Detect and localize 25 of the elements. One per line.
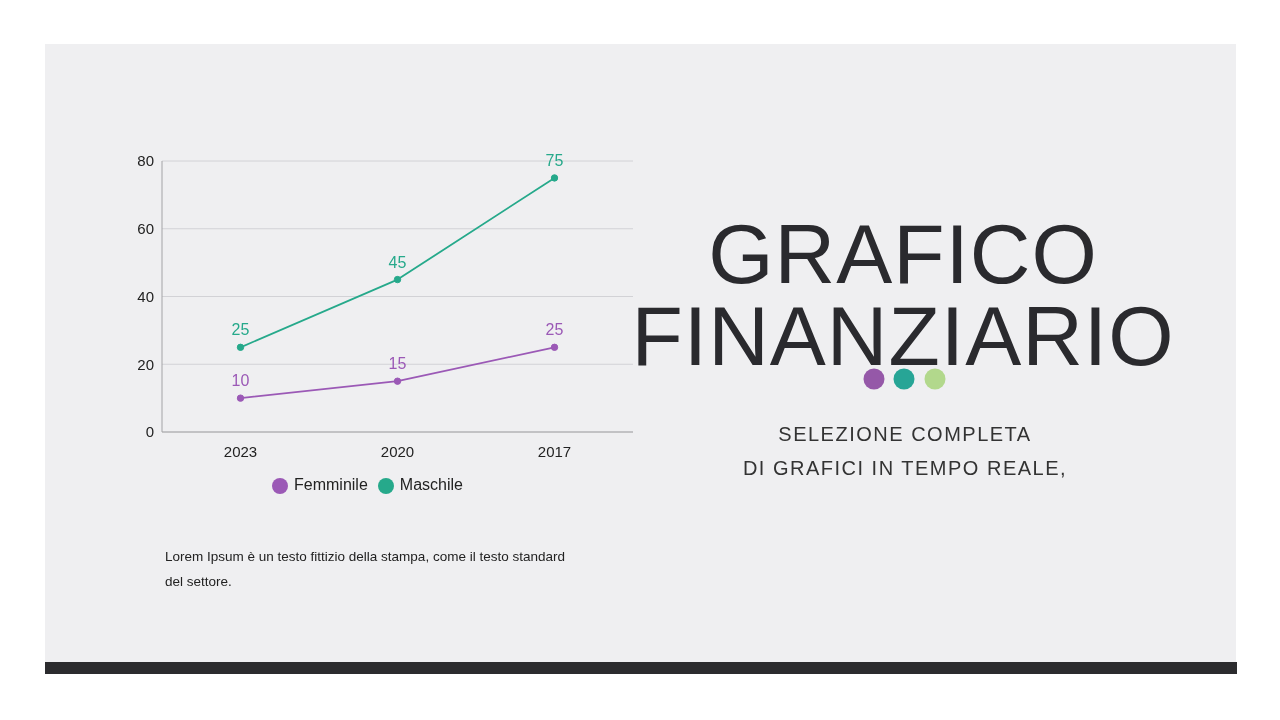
point xyxy=(393,275,402,284)
y-tick-label: 0 xyxy=(145,423,154,441)
x-tick-label: 2020 xyxy=(380,442,415,460)
text: GRAFICO FINANZIARIO xyxy=(630,207,1176,383)
text: SELEZIONE COMPLETA DI GRAFICI IN TEMPO REALE, xyxy=(741,422,1069,481)
y-tick-label: 20 xyxy=(137,355,154,373)
legend-label: Maschile xyxy=(399,476,463,493)
y-tick-label: 40 xyxy=(137,287,154,305)
point xyxy=(236,343,245,352)
point xyxy=(550,343,559,352)
text: Lorem Ipsum è un testo fittizio della stampa, come il testo standard del settore. xyxy=(165,548,566,591)
y-tick-label: 60 xyxy=(137,220,154,238)
legend-label: Femminile xyxy=(294,476,368,493)
data-label: 25 xyxy=(545,321,564,339)
point xyxy=(550,174,559,182)
data-label: 25 xyxy=(231,321,250,339)
y-tick-label: 80 xyxy=(137,152,154,170)
data-label: 75 xyxy=(545,151,564,169)
point xyxy=(236,394,245,402)
x-tick-label: 2017 xyxy=(537,442,572,460)
data-label: 10 xyxy=(231,372,250,390)
data-label: 45 xyxy=(388,253,407,271)
x-tick-label: 2023 xyxy=(223,442,258,460)
data-label: 15 xyxy=(388,355,407,373)
point xyxy=(393,377,402,385)
